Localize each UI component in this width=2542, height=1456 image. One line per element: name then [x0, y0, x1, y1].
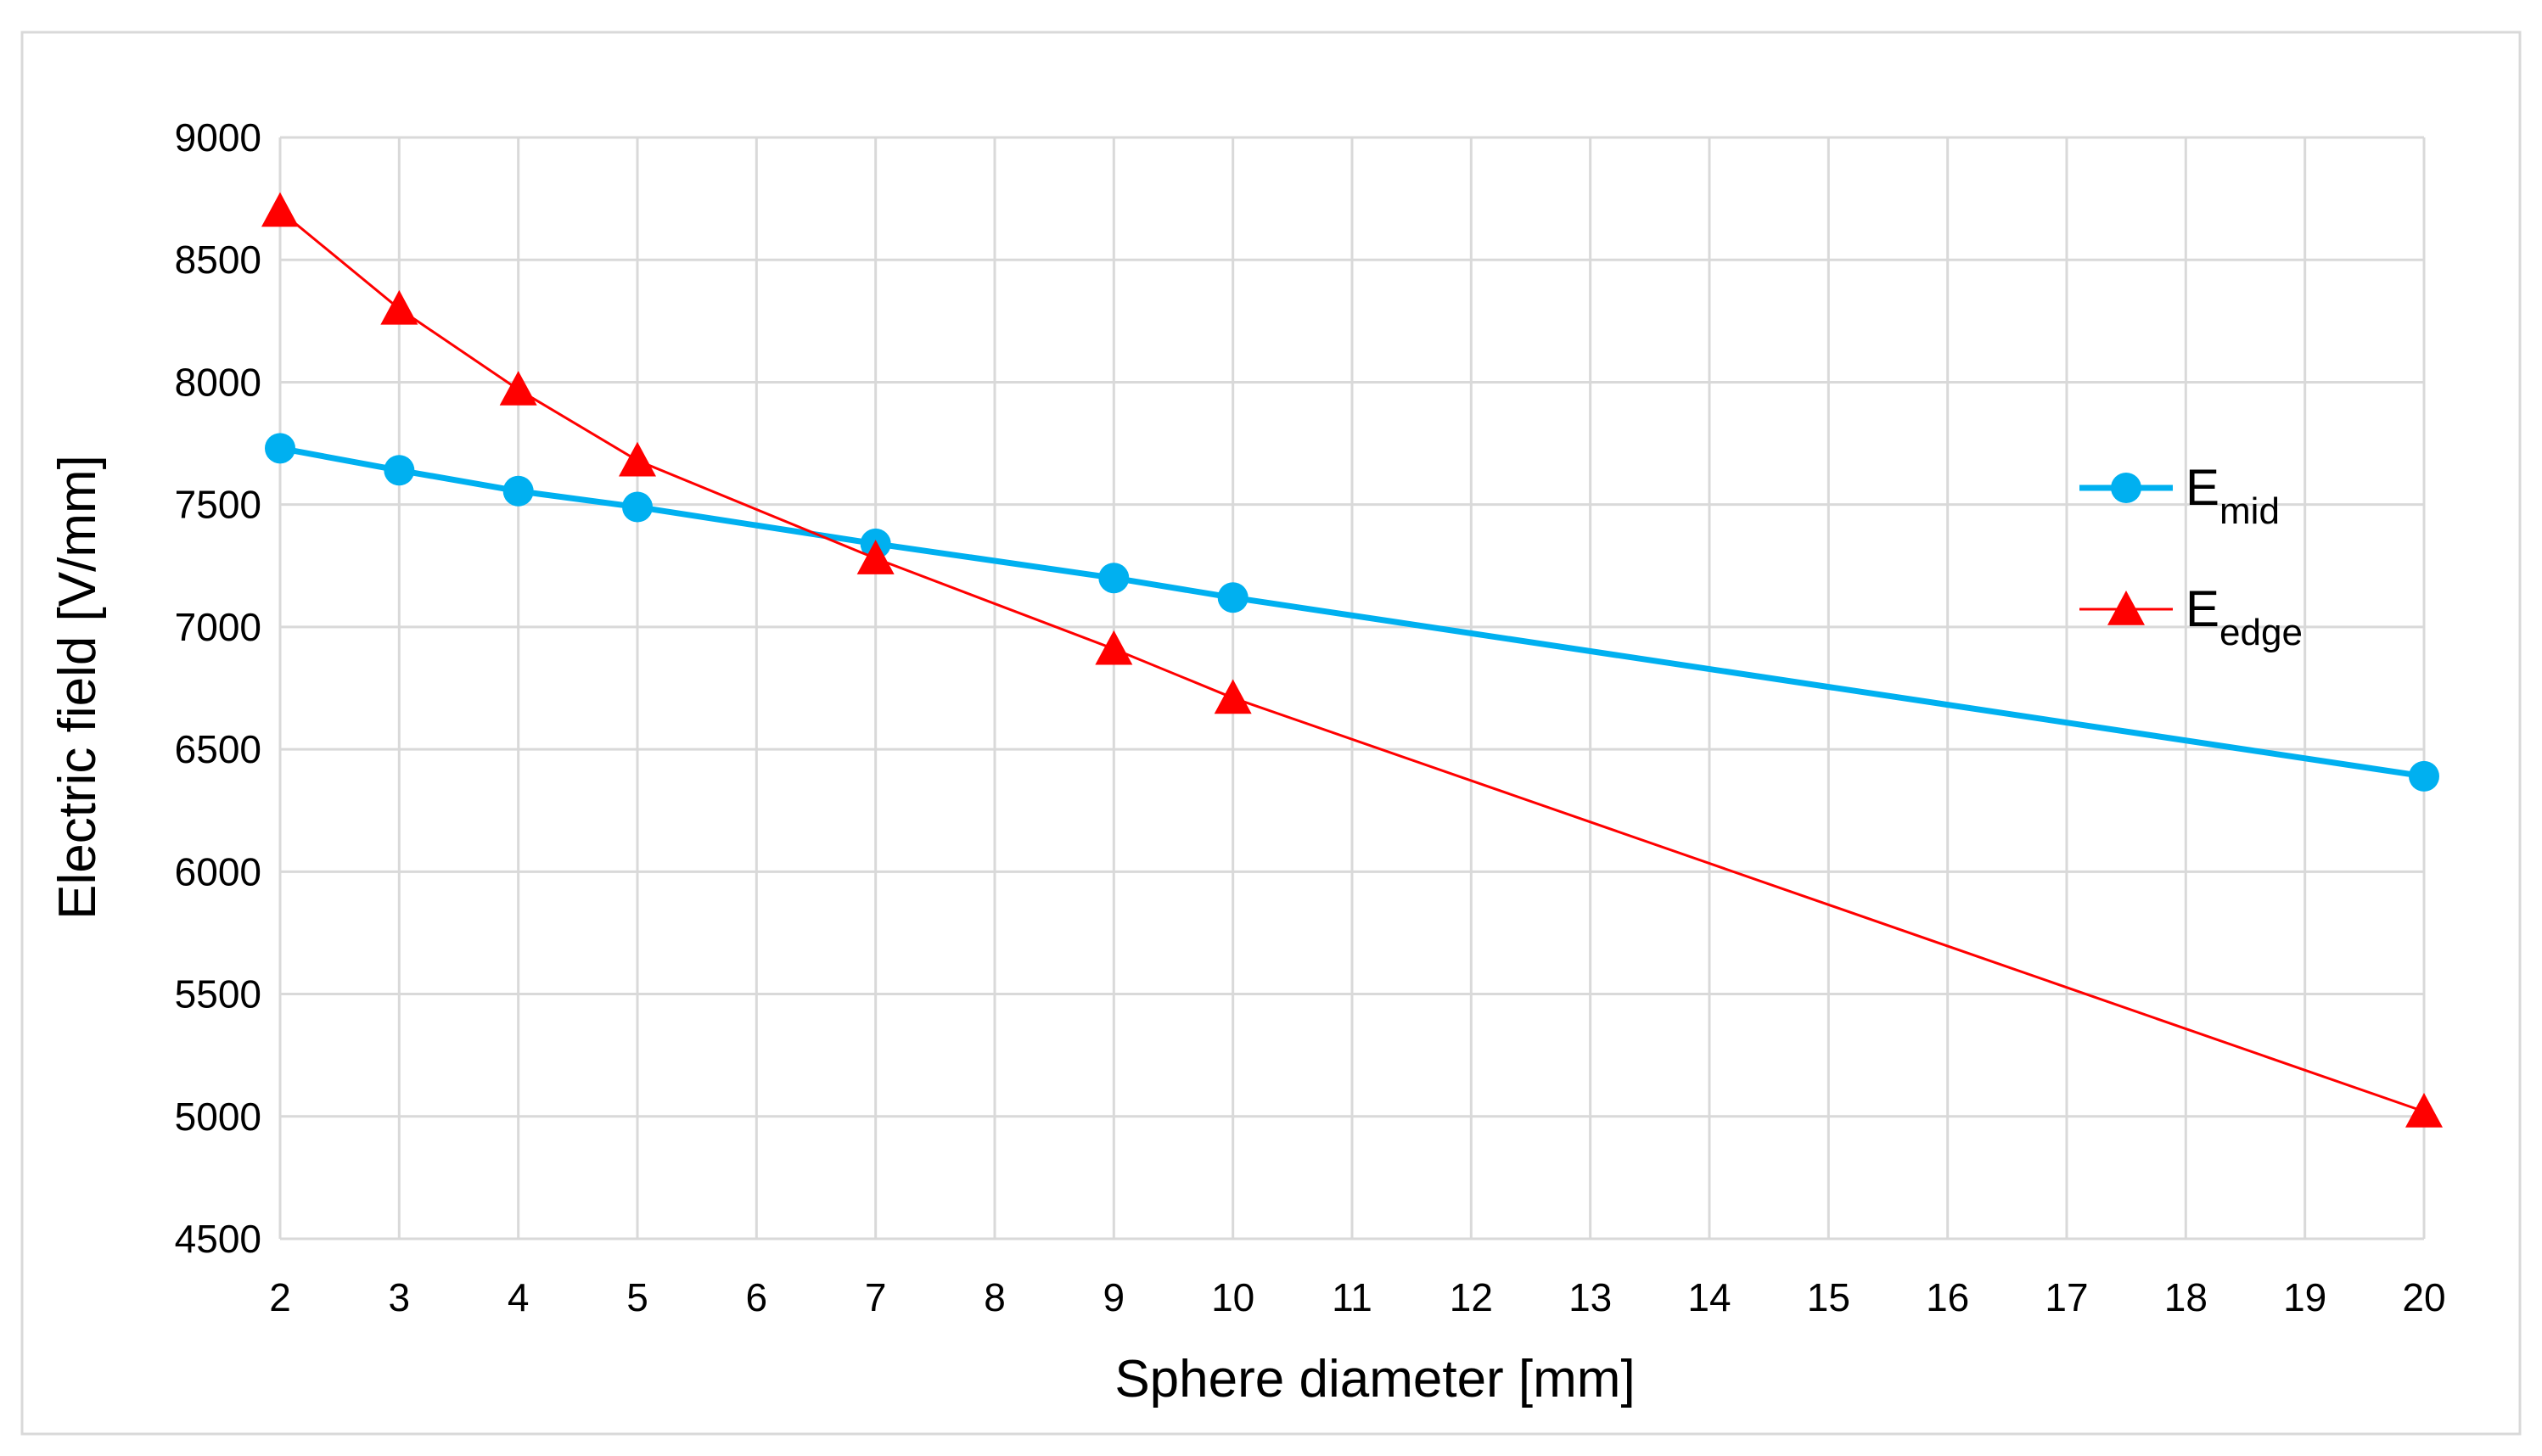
x-tick-label: 4: [508, 1275, 530, 1319]
data-point-edge: [1214, 679, 1252, 714]
x-tick-label: 9: [1103, 1275, 1125, 1319]
x-tick-label: 20: [2402, 1275, 2445, 1319]
y-tick-label: 6000: [175, 849, 261, 893]
y-tick-label: 6500: [175, 727, 261, 771]
y-axis-title: Electric field [V/mm]: [48, 455, 107, 920]
x-tick-label: 12: [1450, 1275, 1493, 1319]
y-tick-label: 8500: [175, 238, 261, 282]
series: [261, 192, 2443, 1128]
data-point-mid: [1217, 582, 1249, 613]
chart-border: [20, 31, 2522, 1436]
series-edge: [261, 192, 2443, 1128]
legend-label-edge: Eedge: [2186, 580, 2303, 653]
legend-entry-mid: Emid: [2079, 459, 2280, 532]
data-point-edge: [499, 371, 537, 406]
legend-label-main: E: [2186, 459, 2219, 516]
legend-label-subscript: mid: [2219, 490, 2280, 532]
x-tick-label: 8: [984, 1275, 1006, 1319]
data-point-edge: [2405, 1093, 2443, 1128]
x-tick-label: 14: [1687, 1275, 1731, 1319]
x-tick-label: 7: [865, 1275, 887, 1319]
x-tick-label: 17: [2045, 1275, 2088, 1319]
y-tick-label: 5000: [175, 1095, 261, 1139]
data-point-mid: [384, 455, 415, 486]
x-tick-label: 18: [2164, 1275, 2208, 1319]
x-tick-label: 2: [269, 1275, 291, 1319]
data-point-edge: [619, 441, 656, 477]
data-point-mid: [502, 475, 534, 507]
x-tick-label: 5: [626, 1275, 648, 1319]
legend-marker-mid: [2111, 473, 2141, 503]
x-tick-label: 3: [389, 1275, 411, 1319]
data-point-mid: [622, 491, 653, 523]
x-tick-label: 13: [1568, 1275, 1612, 1319]
y-tick-label: 8000: [175, 360, 261, 404]
data-point-edge: [261, 192, 299, 227]
y-tick-label: 7000: [175, 605, 261, 649]
y-tick-labels: 4500 5000 5500 6000 6500 7000 7500 8000 8500 9000: [175, 115, 261, 1261]
x-tick-label: 10: [1211, 1275, 1254, 1319]
data-point-mid: [2409, 760, 2439, 792]
x-tick-label: 19: [2283, 1275, 2326, 1319]
x-tick-label: 15: [1807, 1275, 1850, 1319]
data-point-edge: [1095, 630, 1133, 665]
x-tick-label: 16: [1926, 1275, 1969, 1319]
y-tick-label: 7500: [175, 483, 261, 527]
x-tick-label: 6: [746, 1275, 768, 1319]
legend-label-mid: Emid: [2186, 459, 2280, 532]
series-mid: [265, 433, 2439, 792]
legend-label-subscript: edge: [2219, 612, 2303, 653]
y-tick-label: 9000: [175, 115, 261, 160]
legend-entry-edge: Eedge: [2079, 580, 2303, 653]
data-point-mid: [265, 433, 295, 464]
data-point-edge: [380, 289, 418, 325]
x-tick-labels: 2 3 4 5 6 7 8 9 10 11 12 13 14 15 16 17 18 19 20: [269, 1275, 2445, 1319]
x-tick-label: 11: [1332, 1275, 1372, 1319]
legend-label-main: E: [2186, 580, 2219, 637]
series-line-mid: [279, 445, 2425, 780]
data-point-mid: [1098, 563, 1130, 594]
data-point-edge: [856, 540, 895, 574]
legend-marker-edge: [2107, 591, 2145, 625]
y-tick-label: 5500: [175, 972, 261, 1016]
series-line-edge: [279, 210, 2425, 1113]
y-tick-label: 4500: [175, 1217, 261, 1261]
x-axis-title: Sphere diameter [mm]: [1114, 1350, 1635, 1408]
